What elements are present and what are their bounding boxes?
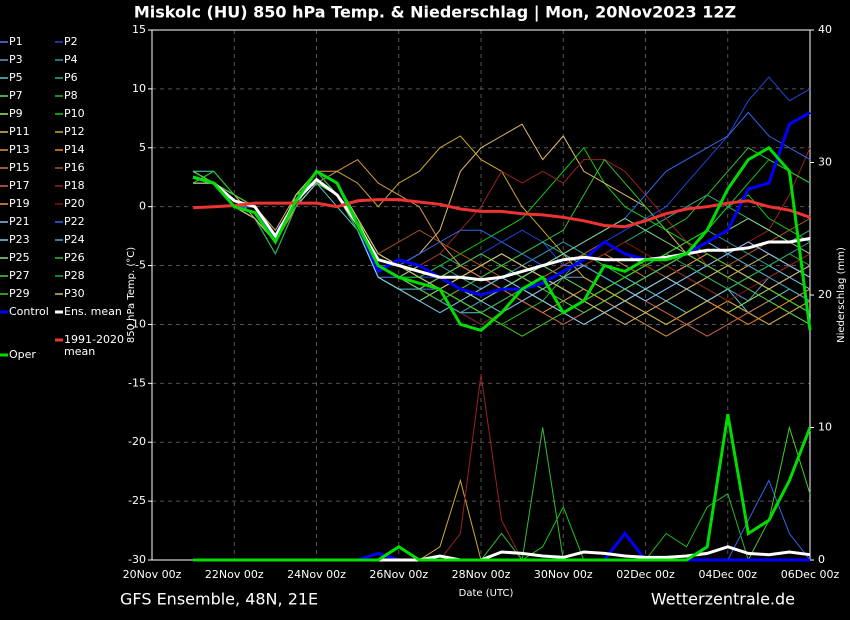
footer-source: GFS Ensemble, 48N, 21E [120, 590, 318, 609]
legend-label: P5 [9, 71, 23, 84]
x-tick-label: 06Dec 00z [781, 568, 840, 581]
x-tick-label: 30Nov 00z [534, 568, 593, 581]
y2-tick-label: 10 [818, 421, 832, 434]
y-tick-label: -5 [135, 259, 146, 272]
legend-label: Oper [9, 348, 36, 361]
temp-line [192, 145, 812, 332]
x-axis-title: Date (UTC) [459, 588, 514, 599]
legend-label: P1 [9, 35, 23, 48]
y-tick-label: -20 [128, 435, 146, 448]
y-tick-label: -30 [128, 553, 146, 566]
legend-label: P17 [9, 179, 30, 192]
legend-label: P30 [64, 287, 85, 300]
temp-line [193, 111, 811, 267]
legend-label: P28 [64, 269, 85, 282]
temp-line [193, 76, 811, 278]
precip-line [193, 414, 812, 562]
legend-label: Ens. mean [64, 305, 122, 318]
y-axis-title: 850 hPa Temp. (°C) [126, 247, 137, 343]
x-tick-label: 04Dec 00z [698, 568, 757, 581]
precip-line [193, 531, 810, 562]
legend-label: P24 [64, 233, 85, 246]
legend-label: P20 [64, 197, 85, 210]
x-tick-label: 22Nov 00z [205, 568, 264, 581]
precip-line [193, 425, 811, 561]
x-tick-label: 20Nov 00z [123, 568, 182, 581]
legend-label: P10 [64, 107, 85, 120]
x-tick-label: 24Nov 00z [287, 568, 346, 581]
temp-line [193, 170, 811, 325]
y-tick-label: 10 [132, 82, 146, 95]
legend-label: P16 [64, 161, 85, 174]
legend-label: P18 [64, 179, 85, 192]
legend-label: P9 [9, 107, 23, 120]
legend-label: P15 [9, 161, 30, 174]
legend-label: P6 [64, 71, 78, 84]
precip-line [193, 427, 810, 562]
legend-label: P29 [9, 287, 30, 300]
legend-label: P21 [9, 215, 30, 228]
temp-line [192, 175, 811, 282]
x-tick-label: 02Dec 00z [616, 568, 675, 581]
y2-tick-label: 0 [818, 553, 825, 566]
y2-axis-title: Niederschlag (mm) [836, 247, 847, 343]
legend-label: P7 [9, 89, 23, 102]
legend-label: P19 [9, 197, 30, 210]
precip-line [193, 545, 811, 562]
legend-label: P4 [64, 53, 78, 66]
legend-label: P3 [9, 53, 23, 66]
chart-title: Miskolc (HU) 850 hPa Temp. & Niederschla… [134, 3, 736, 23]
legend-label: 1991-2020 mean [64, 333, 124, 358]
y-tick-label: -25 [128, 494, 146, 507]
legend-label: P12 [64, 125, 85, 138]
y-tick-label: 15 [132, 23, 146, 36]
legend-label: P22 [64, 215, 85, 228]
y2-tick-label: 30 [818, 156, 832, 169]
legend-label: P27 [9, 269, 30, 282]
legend-label: P23 [9, 233, 30, 246]
y-tick-label: 5 [139, 141, 146, 154]
y-tick-label: -15 [128, 376, 146, 389]
legend-label: P2 [64, 35, 78, 48]
legend-label: P25 [9, 251, 30, 264]
y2-tick-label: 40 [818, 23, 832, 36]
legend-label: P26 [64, 251, 85, 264]
x-tick-label: 28Nov 00z [452, 568, 511, 581]
legend-label: Control [9, 305, 49, 318]
legend-label: P8 [64, 89, 78, 102]
precip-line [193, 374, 810, 561]
legend-label: P14 [64, 143, 85, 156]
y-tick-label: -10 [128, 317, 146, 330]
y2-tick-label: 20 [818, 288, 832, 301]
legend-label: P11 [9, 125, 30, 138]
legend-label: P13 [9, 143, 30, 156]
x-tick-label: 26Nov 00z [369, 568, 428, 581]
footer-site: Wetterzentrale.de [651, 590, 795, 609]
y-tick-label: 0 [139, 200, 146, 213]
